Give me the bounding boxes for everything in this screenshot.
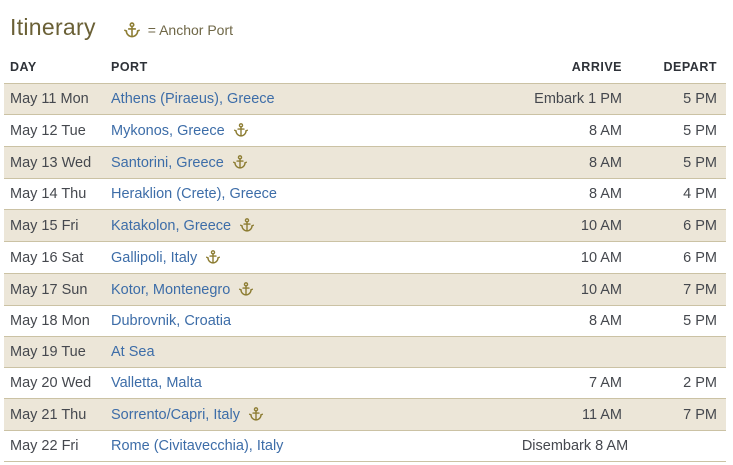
day-cell: May 16 Sat: [4, 241, 107, 274]
day-cell: May 22 Fri: [4, 430, 107, 462]
port-cell: At Sea: [107, 336, 444, 368]
anchor-icon: [238, 281, 254, 297]
table-row: May 20 Wed Valletta, Malta 7 AM 2 PM: [4, 367, 726, 399]
arrive-cell: 7 AM: [444, 367, 622, 399]
port-cell: Gallipoli, Italy: [107, 241, 444, 274]
table-row: May 17 Sun Kotor, Montenegro 10 AM 7 PM: [4, 273, 726, 306]
depart-cell: 5 PM: [622, 83, 726, 115]
depart-cell: 5 PM: [622, 305, 726, 337]
arrive-cell: [444, 336, 622, 368]
page-header: Itinerary = Anchor Port: [10, 14, 726, 41]
day-cell: May 18 Mon: [4, 305, 107, 337]
anchor-icon: [248, 406, 264, 422]
arrive-cell: 10 AM: [444, 241, 622, 274]
arrive-cell: Disembark 8 AM: [444, 430, 726, 462]
port-cell: Dubrovnik, Croatia: [107, 305, 444, 337]
table-row: May 16 Sat Gallipoli, Italy 10 AM 6 PM: [4, 241, 726, 274]
port-cell: Santorini, Greece: [107, 146, 444, 179]
day-cell: May 19 Tue: [4, 336, 107, 368]
port-link[interactable]: Gallipoli, Italy: [111, 250, 198, 266]
arrive-cell: 11 AM: [444, 398, 622, 431]
page-title: Itinerary: [10, 14, 96, 40]
depart-cell: 5 PM: [622, 146, 726, 179]
day-cell: May 12 Tue: [4, 114, 107, 147]
table-row: May 15 Fri Katakolon, Greece 10 AM 6 PM: [4, 209, 726, 242]
day-cell: May 11 Mon: [4, 83, 107, 115]
port-cell: Valletta, Malta: [107, 367, 444, 399]
port-cell: Athens (Piraeus), Greece: [107, 83, 444, 115]
port-link[interactable]: Santorini, Greece: [111, 155, 224, 171]
table-row: May 12 Tue Mykonos, Greece 8 AM 5 PM: [4, 114, 726, 147]
arrive-cell: Embark 1 PM: [444, 83, 622, 115]
table-header-row: DAY PORT ARRIVE DEPART: [4, 54, 726, 84]
depart-cell: 6 PM: [622, 241, 726, 274]
anchor-icon: [233, 122, 249, 138]
column-header-port: PORT: [107, 54, 444, 84]
itinerary-table: DAY PORT ARRIVE DEPART May 11 Mon Athens …: [4, 54, 726, 462]
depart-cell: 7 PM: [622, 398, 726, 431]
port-cell: Katakolon, Greece: [107, 209, 444, 242]
anchor-icon: [239, 217, 255, 233]
arrive-cell: 8 AM: [444, 305, 622, 337]
anchor-port-legend: = Anchor Port: [123, 21, 233, 39]
column-header-arrive: ARRIVE: [444, 54, 622, 84]
day-cell: May 20 Wed: [4, 367, 107, 399]
column-header-day: DAY: [4, 54, 107, 84]
port-link[interactable]: Heraklion (Crete), Greece: [111, 186, 277, 202]
column-header-depart: DEPART: [622, 54, 726, 84]
port-cell: Sorrento/Capri, Italy: [107, 398, 444, 431]
port-link[interactable]: Athens (Piraeus), Greece: [111, 91, 275, 107]
depart-cell: 4 PM: [622, 178, 726, 210]
arrive-cell: 8 AM: [444, 178, 622, 210]
day-cell: May 14 Thu: [4, 178, 107, 210]
table-row: May 13 Wed Santorini, Greece 8 AM 5 PM: [4, 146, 726, 179]
port-cell: Rome (Civitavecchia), Italy: [107, 430, 444, 462]
anchor-icon: [123, 21, 141, 39]
port-link[interactable]: Kotor, Montenegro: [111, 282, 231, 298]
legend-label: = Anchor Port: [147, 22, 234, 38]
day-cell: May 15 Fri: [4, 209, 107, 242]
table-row: May 18 Mon Dubrovnik, Croatia 8 AM 5 PM: [4, 305, 726, 337]
port-link[interactable]: Rome (Civitavecchia), Italy: [111, 438, 284, 454]
port-cell: Mykonos, Greece: [107, 114, 444, 147]
table-row: May 22 Fri Rome (Civitavecchia), Italy Dis…: [4, 430, 726, 462]
day-cell: May 21 Thu: [4, 398, 107, 431]
anchor-icon: [205, 249, 221, 265]
arrive-cell: 10 AM: [444, 209, 622, 242]
depart-cell: 5 PM: [622, 114, 726, 147]
depart-cell: 6 PM: [622, 209, 726, 242]
port-cell: Kotor, Montenegro: [107, 273, 444, 306]
port-link[interactable]: Dubrovnik, Croatia: [111, 313, 232, 329]
day-cell: May 13 Wed: [4, 146, 107, 179]
port-link[interactable]: Valletta, Malta: [111, 375, 202, 391]
depart-cell: [622, 336, 726, 368]
port-link[interactable]: Katakolon, Greece: [111, 218, 232, 234]
table-row: May 14 Thu Heraklion (Crete), Greece 8 AM 4…: [4, 178, 726, 210]
table-row: May 21 Thu Sorrento/Capri, Italy 11 AM 7 PM: [4, 398, 726, 431]
table-row: May 19 Tue At Sea: [4, 336, 726, 368]
day-cell: May 17 Sun: [4, 273, 107, 306]
arrive-cell: 10 AM: [444, 273, 622, 306]
anchor-icon: [232, 154, 248, 170]
port-link[interactable]: At Sea: [111, 344, 155, 360]
depart-cell: 2 PM: [622, 367, 726, 399]
port-cell: Heraklion (Crete), Greece: [107, 178, 444, 210]
depart-cell: 7 PM: [622, 273, 726, 306]
itinerary-table-body: May 11 Mon Athens (Piraeus), Greece Embark…: [4, 83, 726, 462]
port-link[interactable]: Sorrento/Capri, Italy: [111, 407, 240, 423]
table-row: May 11 Mon Athens (Piraeus), Greece Embark…: [4, 83, 726, 115]
arrive-cell: 8 AM: [444, 114, 622, 147]
arrive-cell: 8 AM: [444, 146, 622, 179]
port-link[interactable]: Mykonos, Greece: [111, 123, 225, 139]
